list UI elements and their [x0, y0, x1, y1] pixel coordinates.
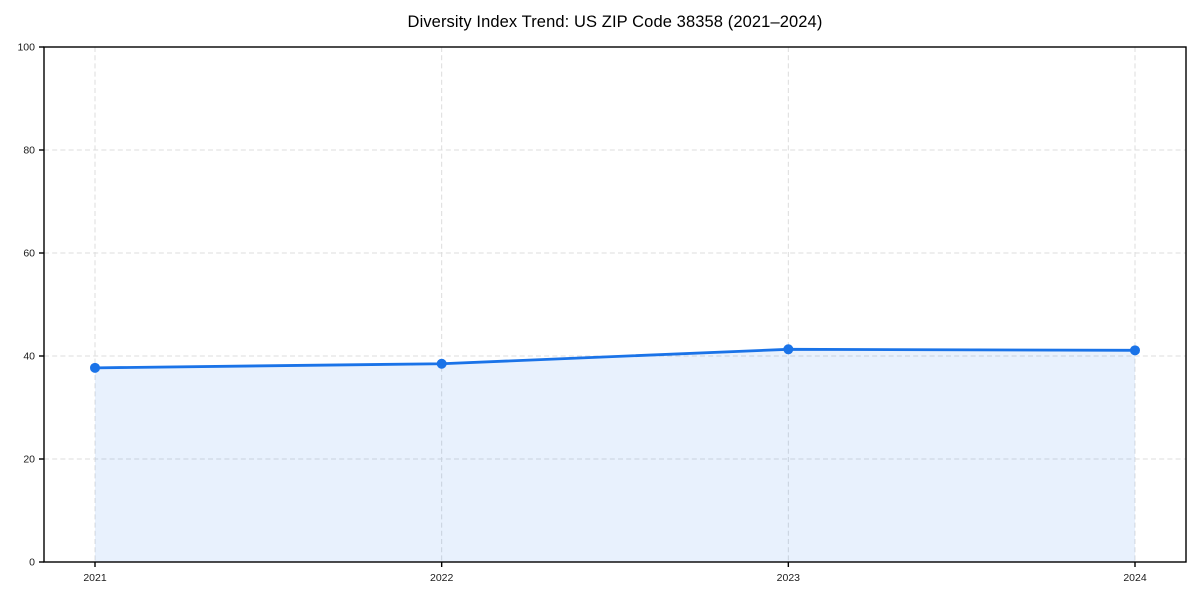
x-axis-tick-label: 2021	[83, 572, 107, 584]
plot-border	[43, 46, 1187, 563]
area-fill	[95, 349, 1135, 562]
data-point-marker	[90, 362, 100, 373]
data-point-marker	[436, 358, 447, 369]
y-axis-tick-label: 60	[23, 248, 35, 260]
y-axis-tick-label: 40	[23, 351, 35, 363]
chart-title: Diversity Index Trend: US ZIP Code 38358…	[407, 13, 823, 31]
trend-line	[93, 347, 1137, 370]
x-axis-tick-label: 2022	[430, 572, 454, 584]
y-axis-tick-label: 0	[29, 557, 35, 569]
data-point-marker	[1130, 345, 1140, 356]
x-axis-tick-label: 2023	[777, 572, 801, 584]
y-axis-tick-label: 80	[23, 145, 35, 157]
data-point-marker	[783, 344, 794, 355]
x-axis-tick-label: 2024	[1123, 572, 1147, 584]
y-axis-tick-label: 100	[17, 42, 35, 54]
y-axis-tick-label: 20	[23, 454, 35, 466]
